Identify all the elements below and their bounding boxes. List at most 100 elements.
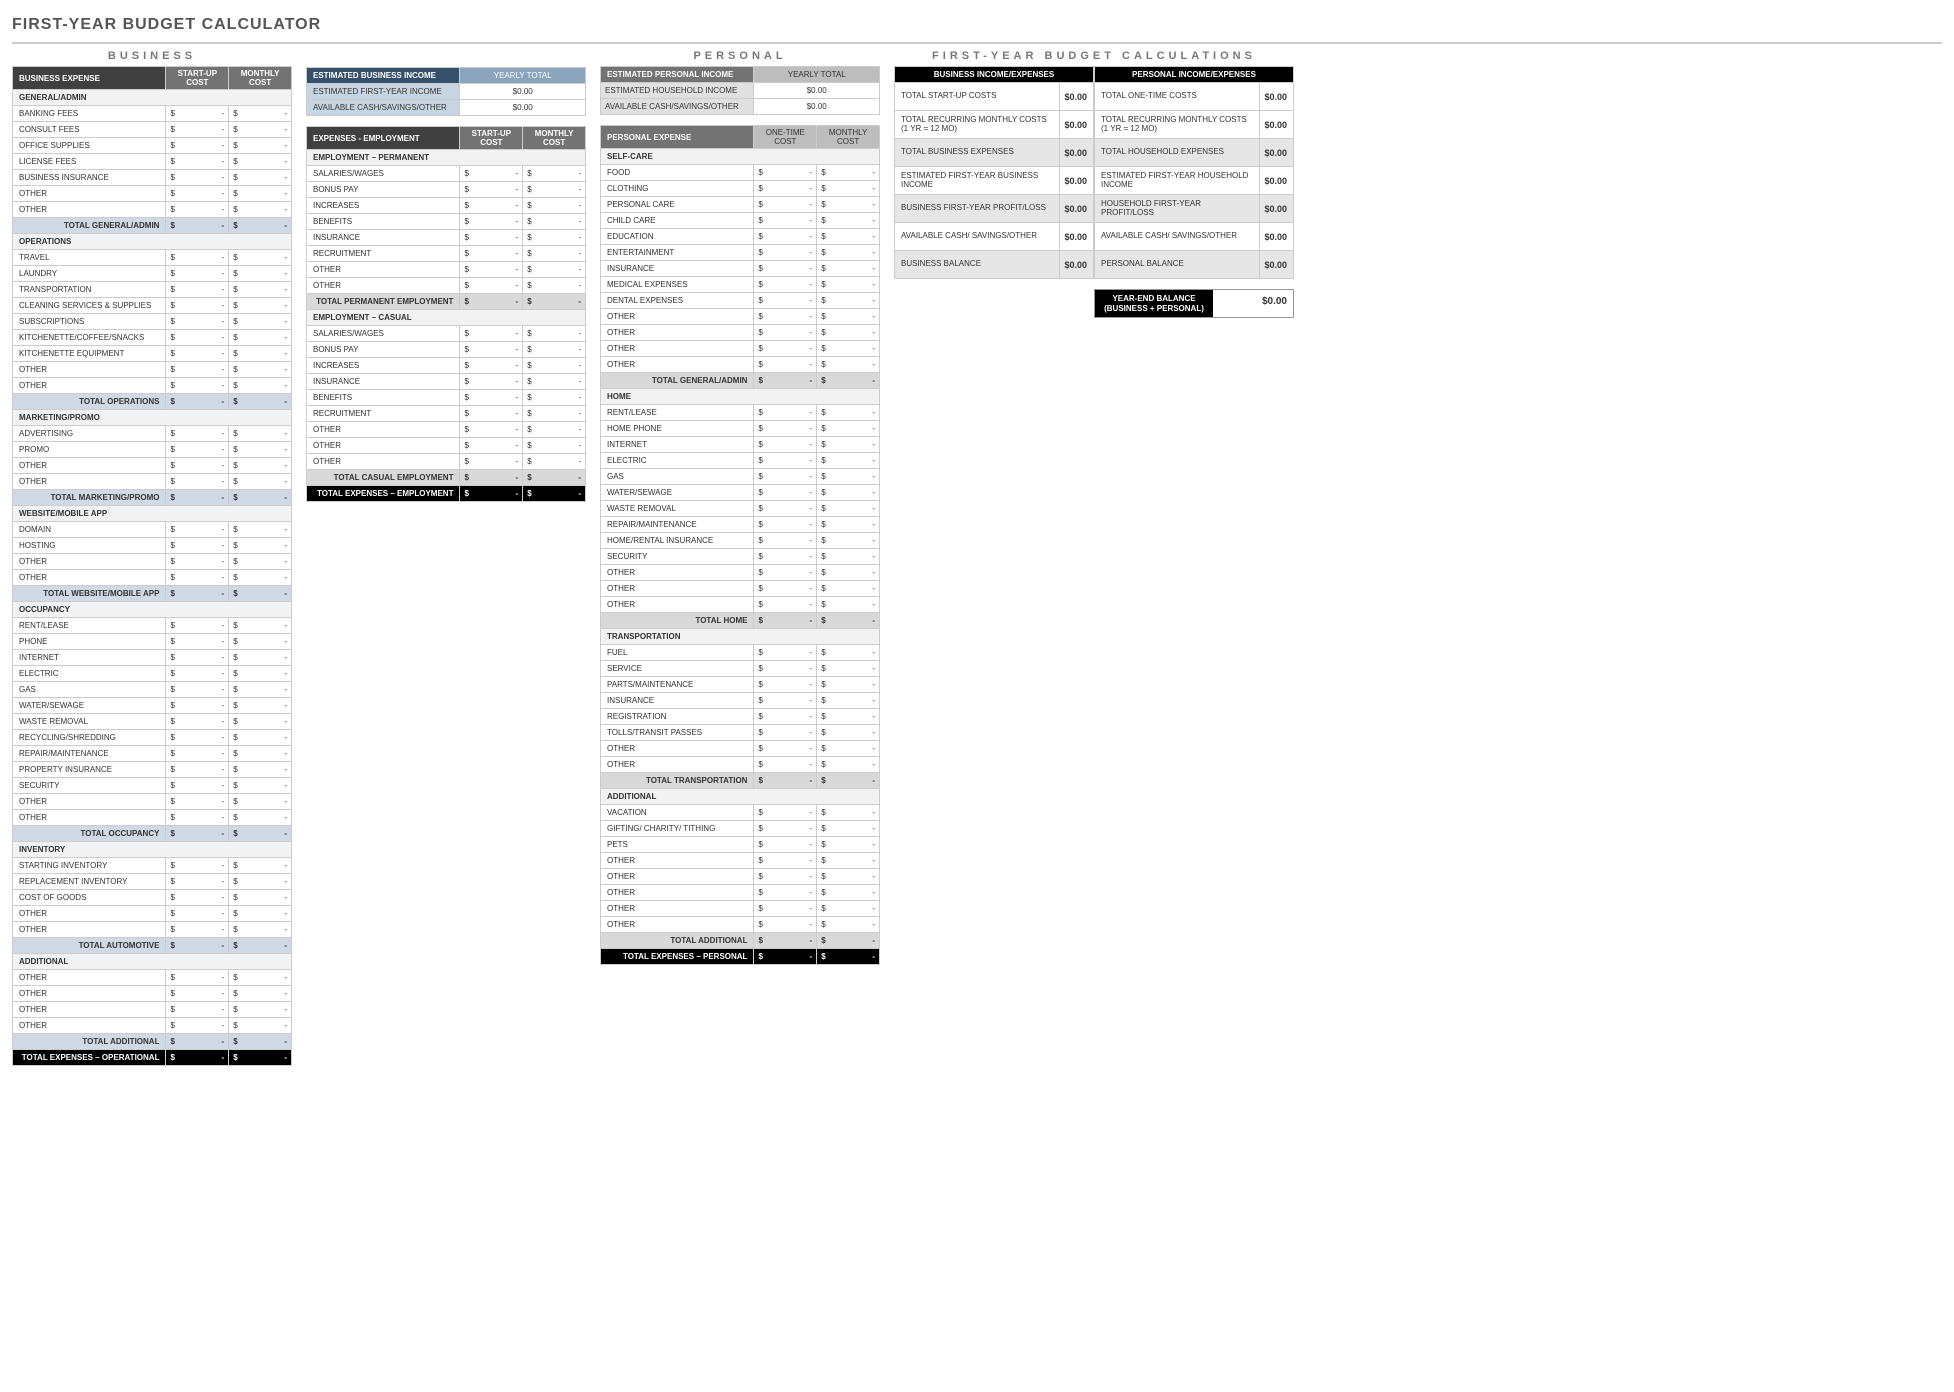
amount-cell[interactable]: $- xyxy=(166,394,229,410)
amount-cell[interactable]: $- xyxy=(817,181,880,197)
amount-cell[interactable]: $- xyxy=(460,422,523,438)
amount-cell[interactable]: $- xyxy=(817,837,880,853)
amount-cell[interactable]: $- xyxy=(229,618,292,634)
amount-cell[interactable]: $- xyxy=(166,794,229,810)
amount-cell[interactable]: $- xyxy=(817,245,880,261)
amount-cell[interactable]: $- xyxy=(754,357,817,373)
amount-cell[interactable]: $- xyxy=(166,490,229,506)
amount-cell[interactable]: $- xyxy=(523,486,586,502)
amount-cell[interactable]: $- xyxy=(754,645,817,661)
amount-cell[interactable]: $- xyxy=(817,949,880,965)
amount-cell[interactable]: $- xyxy=(229,1034,292,1050)
amount-cell[interactable]: $- xyxy=(166,186,229,202)
amount-cell[interactable]: $- xyxy=(460,262,523,278)
amount-cell[interactable]: $- xyxy=(460,294,523,310)
amount-cell[interactable]: $- xyxy=(229,1050,292,1066)
amount-cell[interactable]: $- xyxy=(817,357,880,373)
amount-cell[interactable]: $- xyxy=(166,346,229,362)
amount-cell[interactable]: $- xyxy=(460,406,523,422)
amount-cell[interactable]: $- xyxy=(166,554,229,570)
amount-cell[interactable]: $- xyxy=(817,725,880,741)
amount-cell[interactable]: $- xyxy=(229,458,292,474)
amount-cell[interactable]: $- xyxy=(229,810,292,826)
amount-cell[interactable]: $- xyxy=(817,293,880,309)
amount-cell[interactable]: $- xyxy=(229,138,292,154)
amount-cell[interactable]: $- xyxy=(817,309,880,325)
amount-cell[interactable]: $- xyxy=(166,762,229,778)
amount-cell[interactable]: $- xyxy=(229,106,292,122)
amount-cell[interactable]: $- xyxy=(754,453,817,469)
amount-cell[interactable]: $- xyxy=(754,917,817,933)
amount-cell[interactable]: $- xyxy=(166,714,229,730)
amount-cell[interactable]: $- xyxy=(166,858,229,874)
income-value[interactable]: $0.00 xyxy=(754,99,880,115)
amount-cell[interactable]: $- xyxy=(166,906,229,922)
amount-cell[interactable]: $- xyxy=(229,122,292,138)
amount-cell[interactable]: $- xyxy=(754,837,817,853)
amount-cell[interactable]: $- xyxy=(166,890,229,906)
amount-cell[interactable]: $- xyxy=(229,474,292,490)
amount-cell[interactable]: $- xyxy=(523,198,586,214)
amount-cell[interactable]: $- xyxy=(166,458,229,474)
amount-cell[interactable]: $- xyxy=(166,426,229,442)
amount-cell[interactable]: $- xyxy=(166,1018,229,1034)
amount-cell[interactable]: $- xyxy=(460,342,523,358)
amount-cell[interactable]: $- xyxy=(817,277,880,293)
amount-cell[interactable]: $- xyxy=(523,326,586,342)
amount-cell[interactable]: $- xyxy=(754,677,817,693)
amount-cell[interactable]: $- xyxy=(166,314,229,330)
amount-cell[interactable]: $- xyxy=(229,586,292,602)
amount-cell[interactable]: $- xyxy=(460,230,523,246)
amount-cell[interactable]: $- xyxy=(229,778,292,794)
amount-cell[interactable]: $- xyxy=(166,618,229,634)
amount-cell[interactable]: $- xyxy=(166,442,229,458)
amount-cell[interactable]: $- xyxy=(229,298,292,314)
amount-cell[interactable]: $- xyxy=(166,154,229,170)
amount-cell[interactable]: $- xyxy=(229,730,292,746)
amount-cell[interactable]: $- xyxy=(754,165,817,181)
amount-cell[interactable]: $- xyxy=(166,698,229,714)
amount-cell[interactable]: $- xyxy=(754,773,817,789)
amount-cell[interactable]: $- xyxy=(460,278,523,294)
amount-cell[interactable]: $- xyxy=(229,538,292,554)
amount-cell[interactable]: $- xyxy=(229,250,292,266)
amount-cell[interactable]: $- xyxy=(817,549,880,565)
amount-cell[interactable]: $- xyxy=(229,650,292,666)
amount-cell[interactable]: $- xyxy=(229,874,292,890)
amount-cell[interactable]: $- xyxy=(523,278,586,294)
amount-cell[interactable]: $- xyxy=(523,166,586,182)
amount-cell[interactable]: $- xyxy=(166,298,229,314)
amount-cell[interactable]: $- xyxy=(817,229,880,245)
amount-cell[interactable]: $- xyxy=(523,246,586,262)
amount-cell[interactable]: $- xyxy=(229,698,292,714)
amount-cell[interactable]: $- xyxy=(817,261,880,277)
amount-cell[interactable]: $- xyxy=(817,405,880,421)
amount-cell[interactable]: $- xyxy=(229,490,292,506)
amount-cell[interactable]: $- xyxy=(817,693,880,709)
amount-cell[interactable]: $- xyxy=(460,166,523,182)
amount-cell[interactable]: $- xyxy=(166,1034,229,1050)
amount-cell[interactable]: $- xyxy=(166,570,229,586)
amount-cell[interactable]: $- xyxy=(166,122,229,138)
amount-cell[interactable]: $- xyxy=(754,709,817,725)
amount-cell[interactable]: $- xyxy=(523,262,586,278)
amount-cell[interactable]: $- xyxy=(229,154,292,170)
amount-cell[interactable]: $- xyxy=(817,501,880,517)
amount-cell[interactable]: $- xyxy=(817,901,880,917)
amount-cell[interactable]: $- xyxy=(523,342,586,358)
amount-cell[interactable]: $- xyxy=(523,470,586,486)
amount-cell[interactable]: $- xyxy=(229,378,292,394)
amount-cell[interactable]: $- xyxy=(754,261,817,277)
amount-cell[interactable]: $- xyxy=(166,666,229,682)
amount-cell[interactable]: $- xyxy=(229,970,292,986)
amount-cell[interactable]: $- xyxy=(166,778,229,794)
amount-cell[interactable]: $- xyxy=(229,426,292,442)
amount-cell[interactable]: $- xyxy=(166,730,229,746)
amount-cell[interactable]: $- xyxy=(460,326,523,342)
amount-cell[interactable]: $- xyxy=(817,709,880,725)
amount-cell[interactable]: $- xyxy=(817,805,880,821)
amount-cell[interactable]: $- xyxy=(754,293,817,309)
amount-cell[interactable]: $- xyxy=(754,405,817,421)
amount-cell[interactable]: $- xyxy=(817,853,880,869)
amount-cell[interactable]: $- xyxy=(817,485,880,501)
